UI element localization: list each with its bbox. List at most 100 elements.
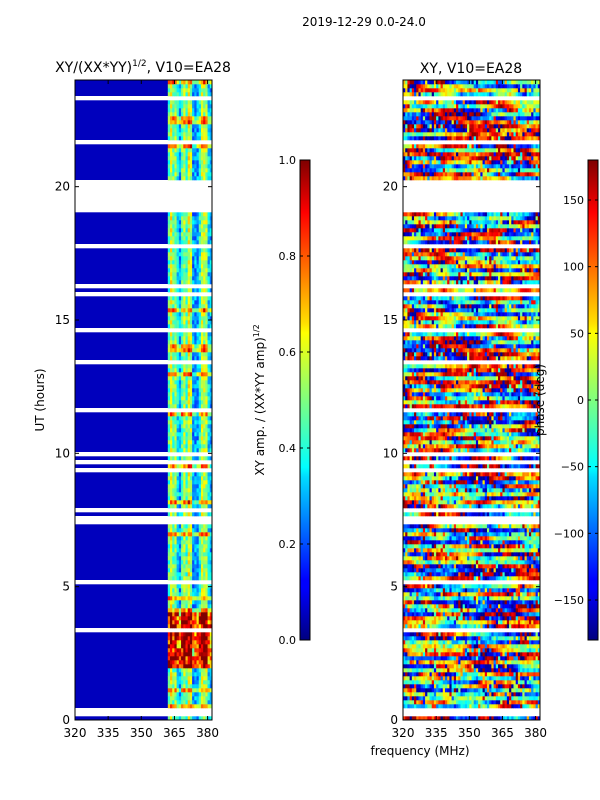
amplitude-cell bbox=[196, 680, 200, 685]
amplitude-cell bbox=[203, 232, 206, 237]
phase-cell bbox=[506, 632, 510, 637]
amplitude-cell bbox=[198, 480, 202, 485]
phase-cell bbox=[447, 560, 450, 565]
amplitude-cell bbox=[170, 668, 173, 673]
amplitude-cell bbox=[200, 236, 204, 241]
phase-cell bbox=[460, 612, 463, 617]
amplitude-cell bbox=[181, 364, 184, 369]
phase-cell bbox=[520, 572, 523, 577]
amplitude-cell bbox=[203, 304, 206, 309]
phase-cell bbox=[504, 560, 508, 565]
phase-cell bbox=[449, 576, 452, 581]
phase-cell bbox=[429, 648, 433, 653]
amplitude-cell bbox=[178, 412, 182, 417]
amplitude-cell bbox=[203, 160, 206, 165]
phase-cell bbox=[407, 588, 410, 593]
phase-cell bbox=[447, 588, 450, 593]
amplitude-cell bbox=[174, 256, 177, 261]
phase-cell bbox=[420, 616, 424, 621]
phase-cell bbox=[506, 672, 510, 677]
phase-cell bbox=[486, 604, 490, 609]
amplitude-cell bbox=[194, 380, 197, 385]
phase-cell bbox=[427, 668, 430, 673]
phase-cell bbox=[531, 620, 534, 625]
amplitude-cell bbox=[174, 424, 177, 429]
amplitude-cell bbox=[178, 636, 182, 641]
amplitude-cell bbox=[170, 472, 173, 477]
phase-cell bbox=[526, 584, 530, 589]
amplitude-cell bbox=[192, 664, 195, 669]
amplitude-cell bbox=[196, 368, 200, 373]
amplitude-cell bbox=[194, 428, 197, 433]
phase-cell bbox=[464, 572, 468, 577]
amplitude-cell bbox=[209, 240, 212, 245]
phase-cell bbox=[480, 596, 483, 601]
amplitude-cell bbox=[194, 620, 197, 625]
phase-cell bbox=[416, 612, 419, 617]
amplitude-cell bbox=[207, 616, 211, 621]
phase-cell bbox=[478, 576, 481, 581]
amplitude-cell bbox=[209, 456, 212, 461]
phase-cell bbox=[449, 704, 452, 709]
amplitude-cell bbox=[205, 112, 208, 117]
phase-cell bbox=[451, 688, 455, 693]
amplitude-cell bbox=[172, 144, 175, 149]
amplitude-cell bbox=[183, 268, 186, 273]
phase-cell bbox=[515, 644, 519, 649]
amplitude-cell bbox=[170, 340, 173, 345]
amplitude-cell bbox=[189, 124, 193, 129]
amplitude-cell bbox=[196, 600, 200, 605]
amplitude-cell bbox=[187, 448, 191, 453]
phase-cell bbox=[491, 716, 494, 720]
phase-cell bbox=[473, 576, 477, 581]
amplitude-cell bbox=[181, 312, 184, 317]
phase-cell bbox=[475, 612, 479, 617]
amplitude-cell bbox=[178, 672, 182, 677]
phase-cell bbox=[411, 616, 415, 621]
amplitude-cell bbox=[196, 640, 200, 645]
amplitude-cell bbox=[183, 156, 186, 161]
phase-cell bbox=[409, 592, 413, 597]
amplitude-cell bbox=[176, 424, 180, 429]
amplitude-cell bbox=[187, 572, 191, 577]
amplitude-cell bbox=[203, 488, 206, 493]
amplitude-cell bbox=[196, 380, 200, 385]
amplitude-cell bbox=[209, 288, 212, 293]
amplitude-cell bbox=[192, 600, 195, 605]
amplitude-cell bbox=[200, 368, 204, 373]
phase-cell bbox=[495, 672, 499, 677]
phase-cell bbox=[420, 700, 424, 705]
phase-cell bbox=[531, 704, 534, 709]
amplitude-cell bbox=[205, 212, 208, 217]
phase-cell bbox=[533, 664, 536, 669]
phase-cell bbox=[515, 592, 519, 597]
amplitude-cell bbox=[205, 388, 208, 393]
amplitude-cell bbox=[170, 116, 173, 121]
amplitude-cell bbox=[200, 476, 204, 481]
phase-cell bbox=[469, 560, 472, 565]
amplitude-cell bbox=[167, 588, 171, 593]
phase-cell bbox=[517, 684, 521, 689]
amplitude-cell bbox=[192, 416, 195, 421]
phase-cell bbox=[471, 684, 475, 689]
amplitude-cell bbox=[185, 436, 188, 441]
phase-cell bbox=[506, 676, 510, 681]
phase-cell bbox=[535, 640, 539, 645]
amplitude-cell bbox=[198, 700, 202, 705]
amplitude-cell bbox=[181, 544, 184, 549]
amplitude-cell bbox=[172, 380, 175, 385]
amplitude-cell bbox=[194, 652, 197, 657]
phase-cell bbox=[438, 716, 441, 720]
amplitude-cell bbox=[176, 612, 180, 617]
amplitude-cell bbox=[192, 624, 195, 629]
phase-cell bbox=[491, 636, 494, 641]
amplitude-cell bbox=[187, 276, 191, 281]
amplitude-cell bbox=[203, 640, 206, 645]
phase-cell bbox=[458, 596, 461, 601]
amplitude-cell bbox=[200, 672, 204, 677]
amplitude-cell bbox=[203, 276, 206, 281]
amplitude-cell bbox=[183, 476, 186, 481]
amplitude-cell bbox=[207, 440, 211, 445]
phase-cell bbox=[515, 572, 519, 577]
phase-cell bbox=[431, 612, 435, 617]
